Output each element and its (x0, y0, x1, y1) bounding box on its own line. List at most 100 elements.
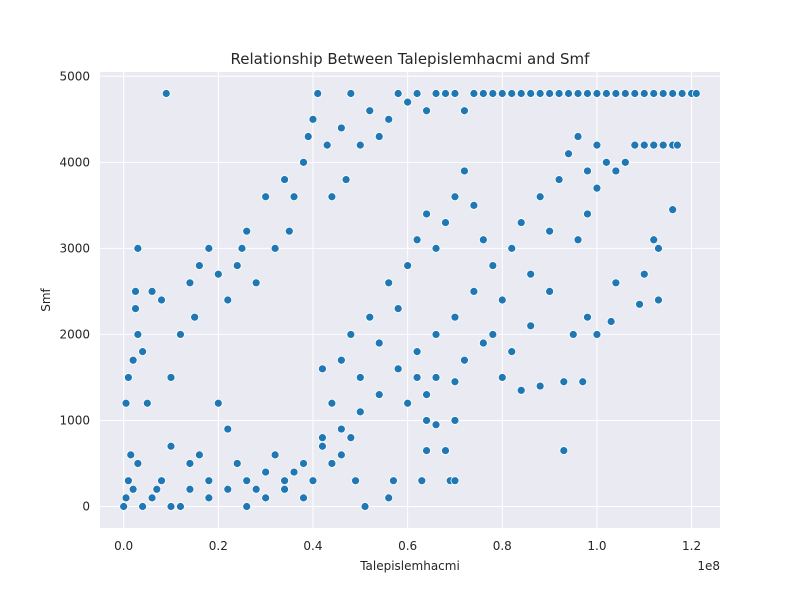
scatter-point (450, 416, 460, 425)
scatter-point (223, 424, 233, 434)
y-tick-label: 2000 (59, 327, 90, 341)
scatter-point (133, 330, 143, 339)
scatter-point (384, 278, 394, 288)
scatter-point (422, 106, 431, 116)
scatter-point (299, 459, 308, 468)
scatter-point (152, 484, 162, 494)
scatter-point (654, 243, 663, 253)
scatter-point (583, 209, 592, 219)
scatter-point (592, 183, 602, 193)
scatter-point (280, 175, 289, 184)
scatter-point (564, 149, 573, 159)
scatter-point (251, 278, 261, 288)
scatter-point (213, 269, 223, 279)
scatter-point (441, 89, 450, 98)
scatter-point (516, 89, 526, 98)
scatter-point (138, 347, 147, 357)
scatter-point (303, 132, 313, 141)
scatter-point (417, 476, 427, 486)
scatter-point (649, 89, 659, 98)
x-tick-label: 1.2 (682, 539, 701, 553)
x-tick-label: 0.2 (209, 539, 228, 553)
scatter-point (190, 312, 200, 322)
scatter-point (545, 89, 555, 98)
scatter-point (422, 416, 431, 425)
scatter-point (147, 286, 157, 296)
scatter-point (611, 166, 621, 176)
y-tick-label: 5000 (59, 69, 90, 83)
scatter-point (488, 261, 498, 270)
scatter-point (242, 226, 252, 236)
scatter-point (185, 484, 195, 494)
scatter-point (516, 385, 526, 395)
x-tick-labels: 0.0 0.2 0.4 0.6 0.8 1.0 1.2 (114, 539, 701, 553)
y-tick-label: 1000 (59, 413, 90, 427)
scatter-point (658, 140, 668, 150)
scatter-point (119, 502, 129, 511)
scatter-point (478, 89, 488, 98)
scatter-point (431, 373, 441, 382)
scatter-point (691, 89, 701, 98)
scatter-point (460, 106, 469, 116)
scatter-point (554, 89, 564, 98)
scatter-point (384, 493, 394, 503)
scatter-point (204, 243, 214, 253)
scatter-point (147, 493, 157, 503)
scatter-point (355, 373, 365, 382)
scatter-point (497, 373, 507, 382)
scatter-point (232, 459, 242, 468)
scatter-point (157, 476, 166, 486)
scatter-point (412, 373, 422, 382)
scatter-point (131, 286, 140, 296)
scatter-point (126, 450, 136, 460)
scatter-point (639, 140, 649, 150)
scatter-point (573, 235, 583, 245)
scatter-point (336, 355, 346, 365)
scatter-point (270, 243, 280, 253)
scatter-point (497, 295, 507, 305)
scatter-point (393, 364, 403, 374)
scatter-point (289, 192, 299, 202)
scatter-point (128, 484, 138, 494)
scatter-point (564, 89, 573, 98)
scatter-point (346, 89, 356, 98)
scatter-point (654, 295, 663, 305)
scatter-point (559, 377, 569, 387)
scatter-point (161, 89, 171, 98)
scatter-point (620, 89, 630, 98)
scatter-point (673, 140, 682, 150)
x-tick-label: 0.0 (114, 539, 133, 553)
scatter-point (213, 398, 223, 408)
scatter-point (412, 89, 422, 98)
scatter-point (606, 317, 616, 326)
scatter-point (545, 286, 555, 296)
x-tick-label: 0.8 (493, 539, 512, 553)
scatter-point (602, 157, 611, 167)
scatter-point (261, 493, 271, 503)
scatter-point (488, 330, 498, 339)
scatter-point (403, 398, 413, 408)
scatter-point (166, 441, 176, 451)
scatter-point (478, 235, 488, 245)
scatter-point (131, 304, 140, 314)
scatter-point (583, 166, 592, 176)
scatter-point (194, 450, 204, 460)
scatter-point (507, 347, 517, 357)
scatter-point (341, 175, 351, 184)
scatter-point (336, 450, 346, 460)
scatter-point (261, 467, 271, 477)
scatter-point (374, 338, 384, 348)
scatter-point (460, 355, 469, 365)
scatter-point (384, 114, 394, 124)
scatter-point (635, 299, 644, 309)
scatter-point (441, 446, 450, 455)
x-offset-text: 1e8 (697, 559, 720, 573)
scatter-point (630, 140, 640, 150)
scatter-point (583, 89, 592, 98)
scatter-point (360, 502, 370, 511)
scatter-point (526, 269, 536, 279)
scatter-point (374, 390, 384, 400)
scatter-point (318, 364, 327, 374)
scatter-point (450, 192, 460, 202)
